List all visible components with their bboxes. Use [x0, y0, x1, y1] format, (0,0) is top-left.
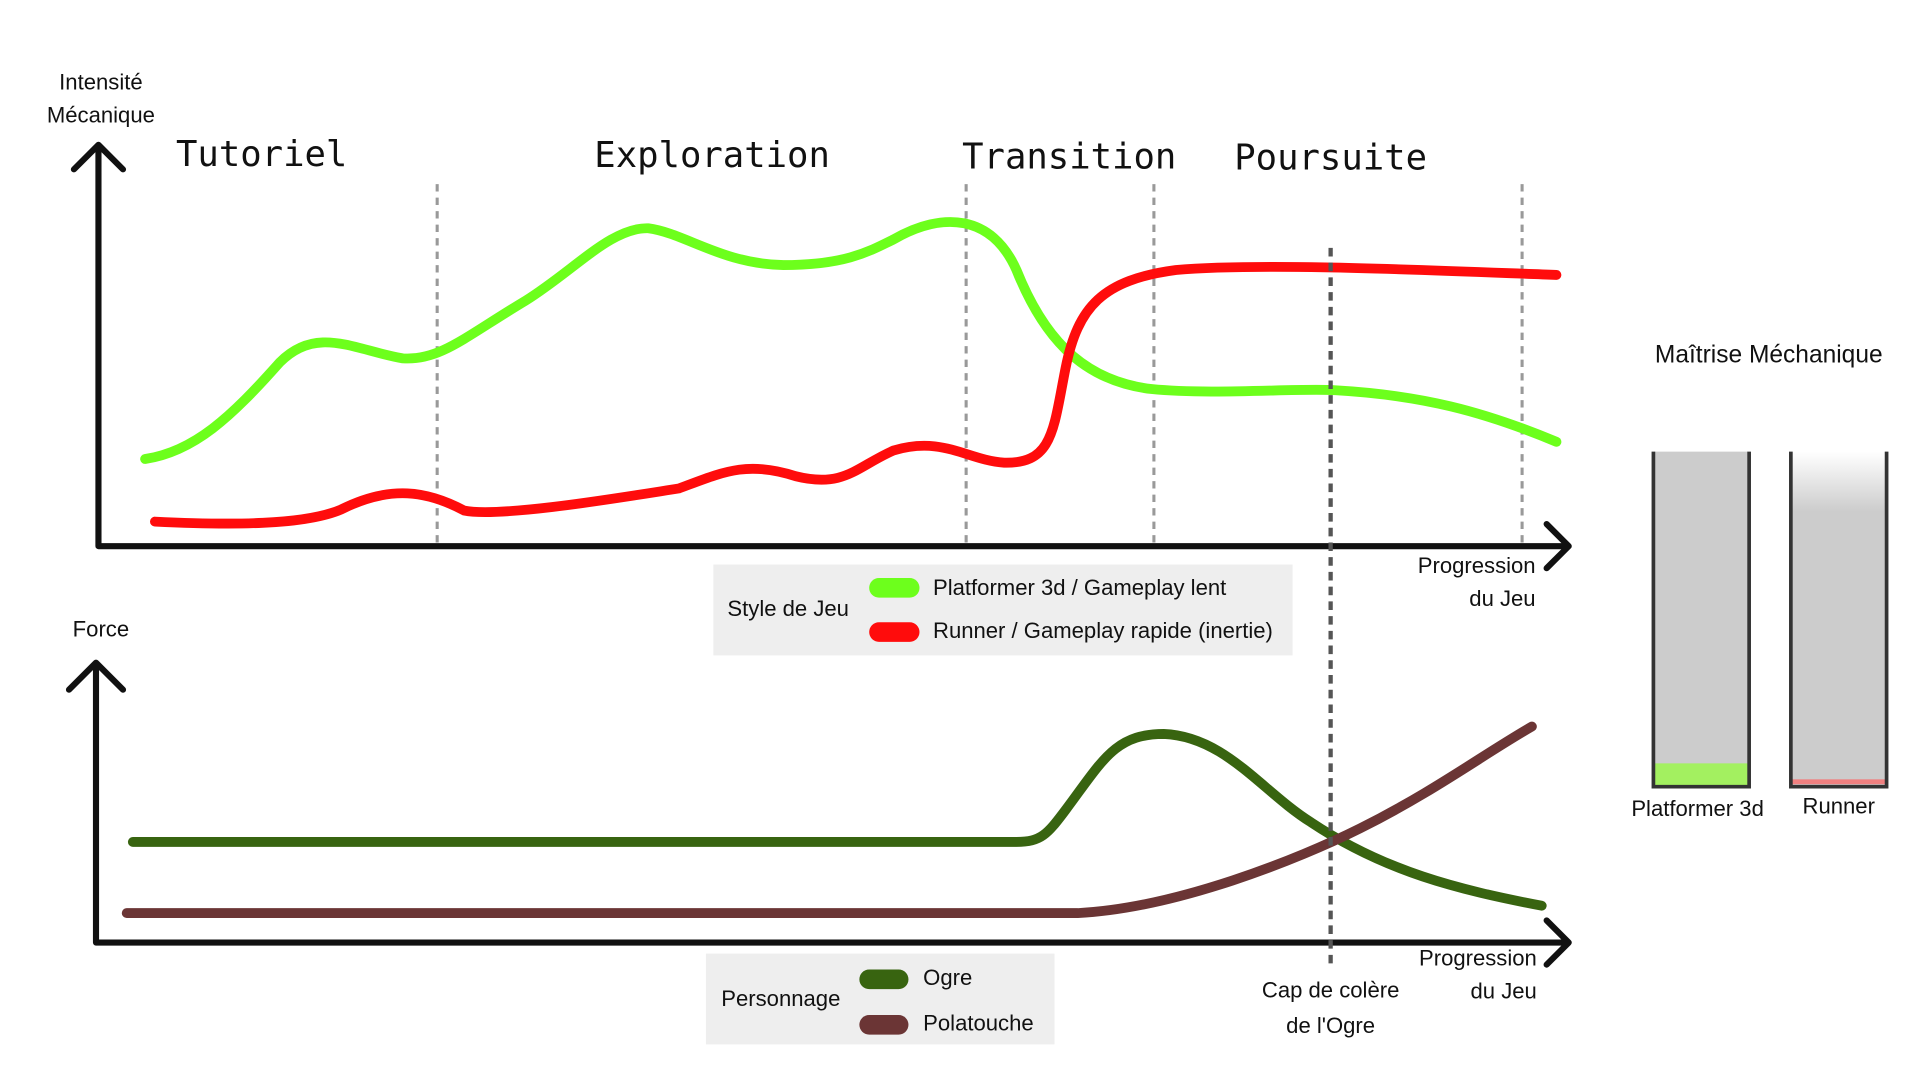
phase-label: Poursuite [1234, 138, 1427, 179]
gauge-frame [1651, 451, 1751, 789]
x-label: du Jeu [1471, 979, 1537, 1004]
gauge-label: Runner [1803, 793, 1875, 818]
y-label: Mécanique [47, 102, 155, 127]
top-chart: Intensité Mécanique Progression du Jeu T… [47, 69, 1572, 656]
gauge [1792, 451, 1886, 786]
mastery-panel: Maîtrise Méchanique Platformer 3d Runner [1631, 341, 1889, 821]
ogre-curve [127, 728, 1547, 911]
gauge-frame [1789, 451, 1889, 789]
legend-item: Platformer 3d / Gameplay lent [933, 575, 1226, 600]
legend-item: Runner / Gameplay rapide (inertie) [933, 618, 1273, 643]
legend-box [713, 564, 1293, 656]
axes [65, 659, 1572, 968]
gauge-label: Platformer 3d [1631, 796, 1764, 821]
gauge [1654, 451, 1748, 786]
runner-curve [149, 261, 1562, 529]
y-label: Intensité [59, 69, 142, 94]
phase-label: Tutoriel [176, 134, 347, 175]
phase-label: Transition [962, 136, 1176, 177]
legend-title: Personnage [721, 986, 840, 1011]
gauge-fill [1792, 779, 1886, 785]
phase-label: Exploration [594, 135, 830, 176]
polatouche-curve [121, 721, 1537, 918]
legend-item: Polatouche [923, 1011, 1033, 1036]
bottom-chart: Force Progression du Jeu Personnage Ogre… [65, 617, 1572, 1045]
y-label: Force [73, 617, 129, 642]
gauge-fill [1654, 763, 1748, 786]
x-label: du Jeu [1469, 586, 1535, 611]
x-label: Progression [1418, 553, 1536, 578]
marker-label: de l'Ogre [1286, 1013, 1375, 1038]
mastery-title: Maîtrise Méchanique [1655, 341, 1883, 368]
platformer-curve [140, 217, 1562, 464]
axes [70, 141, 1572, 572]
marker-label: Cap de colère [1262, 977, 1399, 1002]
legend-title: Style de Jeu [727, 596, 849, 621]
x-label: Progression [1419, 946, 1537, 971]
legend-item: Ogre [923, 965, 972, 990]
